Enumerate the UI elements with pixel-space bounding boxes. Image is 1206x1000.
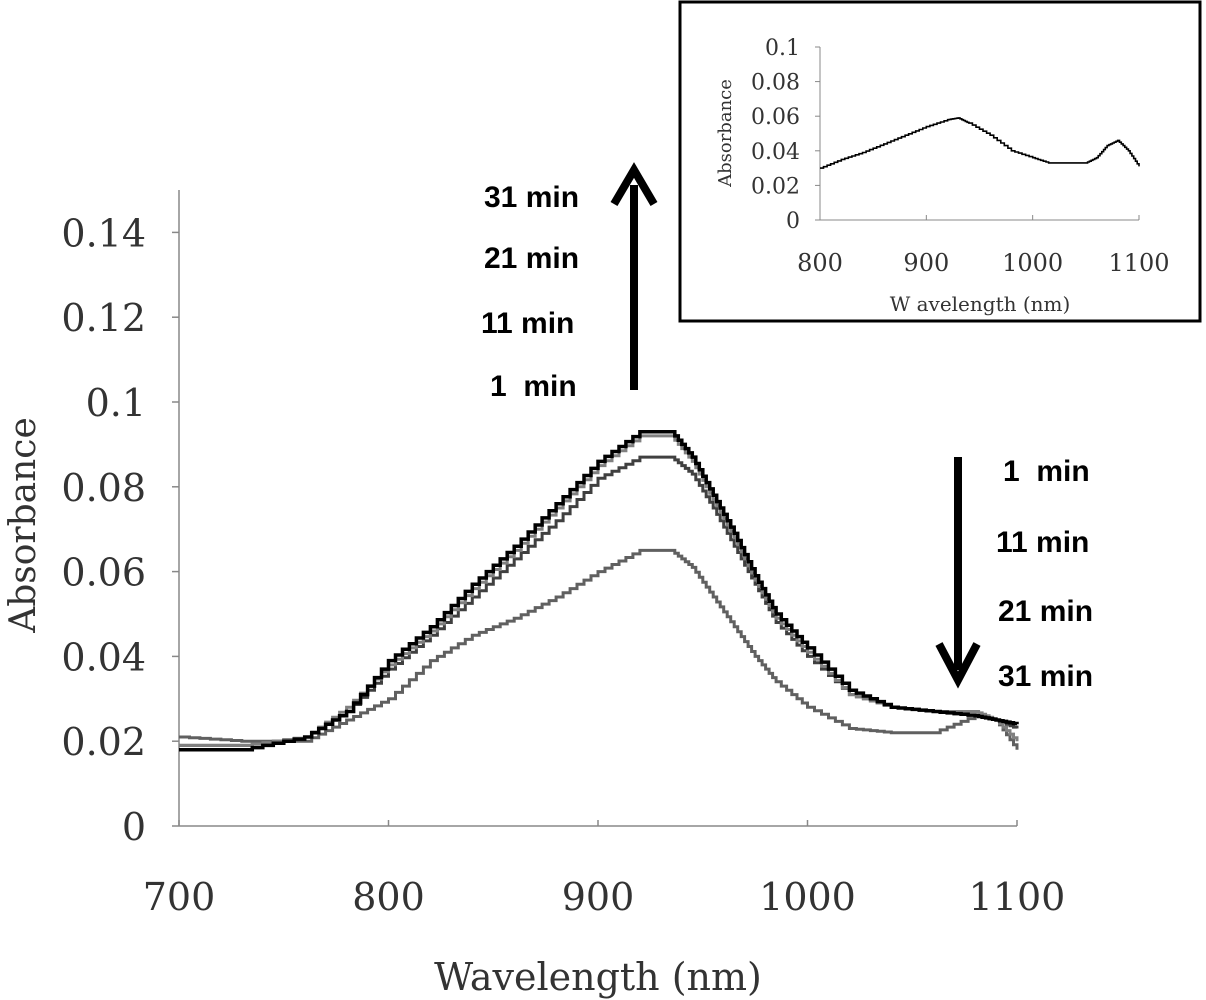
inset-x-tick-label: 1000	[1002, 249, 1063, 277]
inset-y-tick-label: 0.04	[751, 140, 800, 165]
up-arrow-head	[610, 162, 658, 207]
main-y-tick-label: 0.06	[61, 551, 146, 595]
main-x-tick-label: 1000	[759, 875, 856, 919]
down-label-11: 11 min	[996, 526, 1089, 559]
inset-x-tick-label: 800	[797, 249, 843, 277]
main-y-tick-label: 0.1	[86, 381, 146, 425]
down-arrow-head	[935, 642, 981, 689]
inset-y-tick-label: 0.02	[751, 174, 800, 199]
series-line-31-min	[179, 548, 1019, 750]
down-label-21: 21 min	[998, 595, 1093, 628]
down-arrow-annotation: 1 min 11 min 21 min 31 min	[935, 455, 1093, 693]
up-arrow-annotation: 31 min 21 min 11 min 1 min	[481, 162, 658, 403]
main-y-tick-label: 0.14	[61, 211, 146, 255]
main-x-tick-label: 900	[562, 875, 635, 919]
inset-y-tick-label: 0.1	[765, 36, 800, 61]
up-label-31: 31 min	[484, 181, 579, 214]
main-x-label: Wavelength (nm)	[434, 955, 762, 999]
up-label-11: 11 min	[481, 307, 574, 340]
main-x-tick-label: 700	[143, 875, 216, 919]
down-label-31: 31 min	[998, 660, 1093, 693]
down-label-1: 1 min	[1003, 455, 1090, 488]
inset-y-tick-label: 0.08	[751, 71, 800, 96]
main-plot: 0 0.02 0.04 0.06 0.08 0.1 0.12 0.14 700 800 900 10…	[3, 162, 1093, 999]
up-label-1: 1 min	[490, 370, 577, 403]
inset-y-tick-label: 0	[786, 209, 800, 234]
main-y-tick-label: 0.04	[61, 635, 146, 679]
inset-series-line	[820, 117, 1140, 169]
inset-x-tick-label: 1100	[1108, 249, 1169, 277]
main-x-tick-label: 800	[352, 875, 425, 919]
inset-frame	[678, 0, 1202, 323]
inset-x-tick-label: 900	[903, 249, 949, 277]
inset-y-tick-label: 0.06	[751, 105, 800, 130]
main-y-tick-label: 0.08	[61, 466, 146, 510]
main-y-tick-label: 0	[122, 805, 146, 849]
main-y-tick-label: 0.12	[61, 296, 146, 340]
series-line-21-min	[179, 455, 1019, 747]
series-line-1-min	[179, 429, 1019, 752]
main-y-label: Absorbance	[3, 417, 44, 634]
inset-chart: 0 0.02 0.04 0.06 0.08 0.1 800 900 1000 1100 W av…	[678, 0, 1202, 323]
up-label-21: 21 min	[484, 242, 579, 275]
main-y-tick-label: 0.02	[61, 720, 146, 764]
main-x-tick-label: 1100	[969, 875, 1066, 919]
inset-y-label: Absorbance	[715, 79, 736, 188]
inset-x-label: W avelength (nm)	[890, 292, 1071, 316]
